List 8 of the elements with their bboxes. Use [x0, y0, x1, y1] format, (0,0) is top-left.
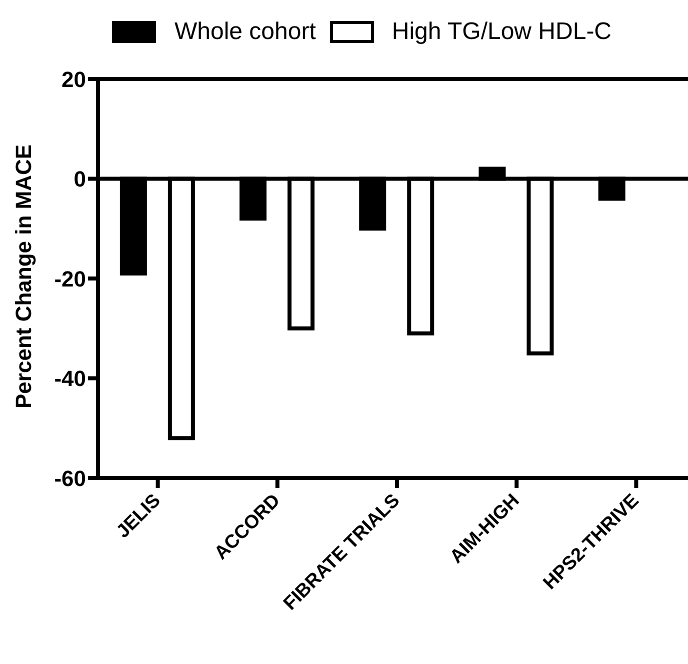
y-tick-label: -40: [54, 366, 86, 392]
y-tick-label: -20: [54, 266, 86, 292]
y-tick-label: 20: [62, 66, 86, 92]
y-tick-label: 0: [74, 166, 86, 192]
legend-label: Whole cohort: [174, 18, 316, 46]
y-axis-title: Percent Change in MACE: [10, 144, 36, 408]
y-tick-label: -60: [54, 466, 86, 491]
legend-label: High TG/Low HDL-C: [392, 18, 612, 46]
